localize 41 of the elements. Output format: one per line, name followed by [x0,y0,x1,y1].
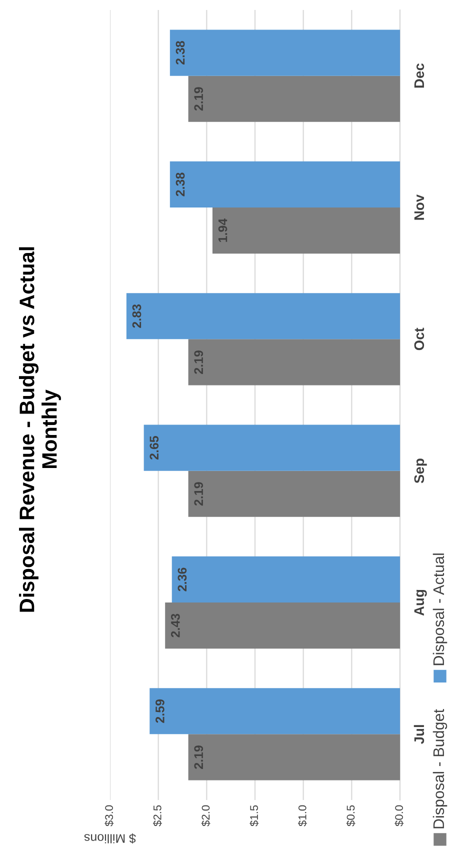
bar [212,208,400,254]
bar [144,424,400,471]
data-label: 2.43 [170,614,180,638]
text: Disposal - Budget [432,709,448,828]
bar [150,688,400,734]
x-tick-label: $0.5 [346,805,356,826]
x-tick-label: $3.0 [104,805,114,826]
data-label: 2.38 [176,172,185,196]
data-label: 1.94 [218,218,228,242]
data-label: 2.19 [194,482,204,506]
bar [188,734,400,780]
bar [170,30,400,76]
y-tick-label: Jul [414,725,424,744]
text: Disposal Revenue - Budget vs Actual Monthly [19,247,61,612]
y-tick-label: Dec [414,64,424,88]
x-tick-label: $2.0 [201,805,210,826]
data-label: 2.38 [176,41,185,65]
bar [172,556,400,602]
text: Disposal - Actual [432,554,448,666]
bar [126,293,400,340]
bar [188,470,400,517]
data-label: 2.19 [194,87,204,111]
x-axis-title: $ Millions [84,833,136,844]
y-tick-label: Oct [414,328,424,350]
x-tick-label: $1.5 [250,805,259,826]
data-label: 2.19 [194,350,204,374]
data-label: 2.19 [194,746,204,769]
x-tick-label: $2.5 [152,805,162,826]
y-tick-label: Aug [414,590,427,616]
y-tick-label: Nov [414,194,424,220]
bar [188,339,400,386]
x-tick-label: $0.0 [394,805,404,826]
bar [188,76,400,122]
y-tick-label: Sep [414,458,427,484]
data-label: 2.65 [150,436,159,460]
bar [165,602,400,649]
data-label: 2.59 [156,699,164,723]
data-label: 2.36 [178,568,187,592]
bar [170,161,400,208]
x-tick-label: $1.0 [298,805,307,826]
data-label: 2.83 [132,304,142,328]
